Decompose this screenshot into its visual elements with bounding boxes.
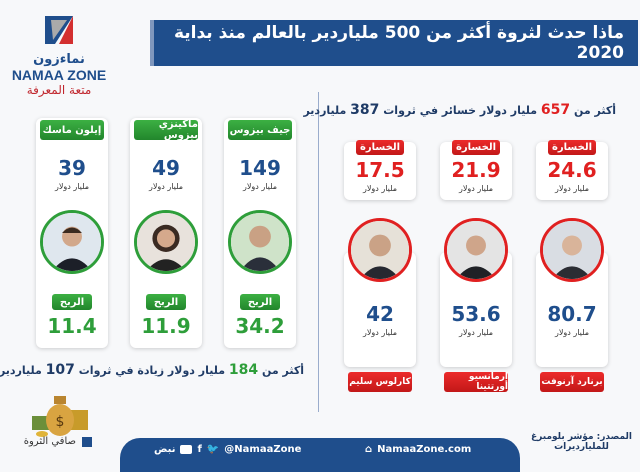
net-worth-unit: مليار دولار (458, 328, 494, 337)
change-label: الربح (146, 294, 186, 310)
change-label: الخسارة (356, 140, 404, 155)
logo-english: NAMAA ZONE (11, 67, 107, 83)
gainer-card: جيف بيزوس 149 مليار دولار الربح 34.2 (224, 118, 296, 348)
change-label: الربح (52, 294, 92, 310)
source: المصدر: مؤشر بلومبرغ للمليارديرات (531, 432, 632, 452)
net-worth-unit: مليار دولار (54, 182, 90, 191)
loser-name: ارمانسيو أورتتينا (444, 372, 508, 392)
change-label: الخسارة (452, 140, 500, 155)
change-value: 34.2 (235, 314, 285, 338)
money-bag-icon: $ (28, 388, 94, 442)
page-title: ماذا حدث لثروة أكثر من 500 ملياردير بالع… (150, 20, 638, 66)
gains-summary: أكثر من 184 مليار دولار زيادة في ثروات 1… (0, 362, 304, 378)
text: أكثر من (261, 364, 304, 377)
gainer-name: إيلون ماسك (40, 120, 104, 140)
change-value: 11.4 (47, 314, 97, 338)
net-worth: 42 (366, 302, 394, 326)
text: ملياردير (0, 364, 42, 377)
nabd-link[interactable]: نبض (154, 444, 176, 455)
facebook-icon[interactable]: f (197, 444, 202, 455)
loser-name: كارلوس سليم (348, 372, 412, 392)
gainer-card: إيلون ماسك 39 مليار دولار الربح 11.4 (36, 118, 108, 348)
net-worth-unit: مليار دولار (554, 328, 590, 337)
social-handle[interactable]: @NamaaZone (224, 444, 302, 455)
net-worth: 149 (239, 156, 281, 180)
gainers-count: 107 (45, 362, 75, 378)
change-unit: مليار دولار (458, 184, 494, 193)
person-photo (540, 218, 604, 282)
text: أكثر من (573, 104, 616, 117)
svg-text:$: $ (56, 414, 65, 430)
gainer-card: ماكينزي بيزوس 49 مليار دولار الربح 11.9 (130, 118, 202, 348)
change-value: 11.9 (141, 314, 191, 338)
losers-count: 387 (350, 102, 380, 118)
youtube-icon[interactable] (180, 445, 193, 454)
twitter-icon[interactable]: 🐦 (206, 444, 220, 455)
net-worth-unit: مليار دولار (242, 182, 278, 191)
person-photo (348, 218, 412, 282)
net-worth-unit: مليار دولار (362, 328, 398, 337)
net-worth: 49 (152, 156, 180, 180)
text: ملياردير (303, 104, 347, 117)
loser-card: الخسارة 17.5 مليار دولار 42 مليار دولار … (344, 140, 416, 392)
logo-mark-icon (41, 12, 77, 48)
logo-tagline: متعة المعرفة (26, 83, 92, 97)
home-icon: ⌂ (365, 444, 373, 455)
gainer-name: ماكينزي بيزوس (134, 119, 198, 141)
person-photo (40, 210, 104, 274)
net-worth: 39 (58, 156, 86, 180)
person-photo (228, 210, 292, 274)
loser-card: الخسارة 24.6 مليار دولار 80.7 مليار دولا… (536, 140, 608, 392)
change-unit: مليار دولار (362, 184, 398, 193)
net-worth-unit: مليار دولار (148, 182, 184, 191)
website-link[interactable]: NamaaZone.com (377, 444, 472, 455)
legend: صافي الثروة (24, 436, 92, 447)
change-label: الربح (240, 294, 280, 310)
change-unit: مليار دولار (554, 184, 590, 193)
gains-amount: 184 (228, 362, 259, 378)
person-photo (444, 218, 508, 282)
logo-arabic: نماءزون (33, 52, 85, 67)
footer: نبض f 🐦 @NamaaZone ⌂ NamaaZone.com (120, 438, 520, 472)
loser-name: برنارد آرنوفت (540, 372, 604, 392)
text: مليار دولار خسائر في ثروات (383, 104, 538, 117)
legend-swatch (82, 436, 92, 447)
losses-summary: أكثر من 657 مليار دولار خسائر في ثروات 3… (303, 102, 616, 118)
logo: نماءزون NAMAA ZONE متعة المعرفة (4, 12, 114, 97)
net-worth: 53.6 (451, 302, 501, 326)
gainer-name: جيف بيزوس (228, 120, 292, 140)
person-photo (134, 210, 198, 274)
loser-card: الخسارة 21.9 مليار دولار 53.6 مليار دولا… (440, 140, 512, 392)
change-value: 17.5 (355, 158, 405, 182)
legend-label: صافي الثروة (23, 436, 76, 447)
net-worth: 80.7 (547, 302, 597, 326)
source-line: للمليارديرات (554, 442, 609, 452)
change-value: 24.6 (547, 158, 597, 182)
change-label: الخسارة (548, 140, 596, 155)
source-line: المصدر: مؤشر بلومبرغ (531, 432, 632, 442)
losses-amount: 657 (540, 102, 571, 118)
text: مليار دولار زيادة في ثروات (78, 364, 226, 377)
change-value: 21.9 (451, 158, 501, 182)
divider (318, 92, 319, 412)
